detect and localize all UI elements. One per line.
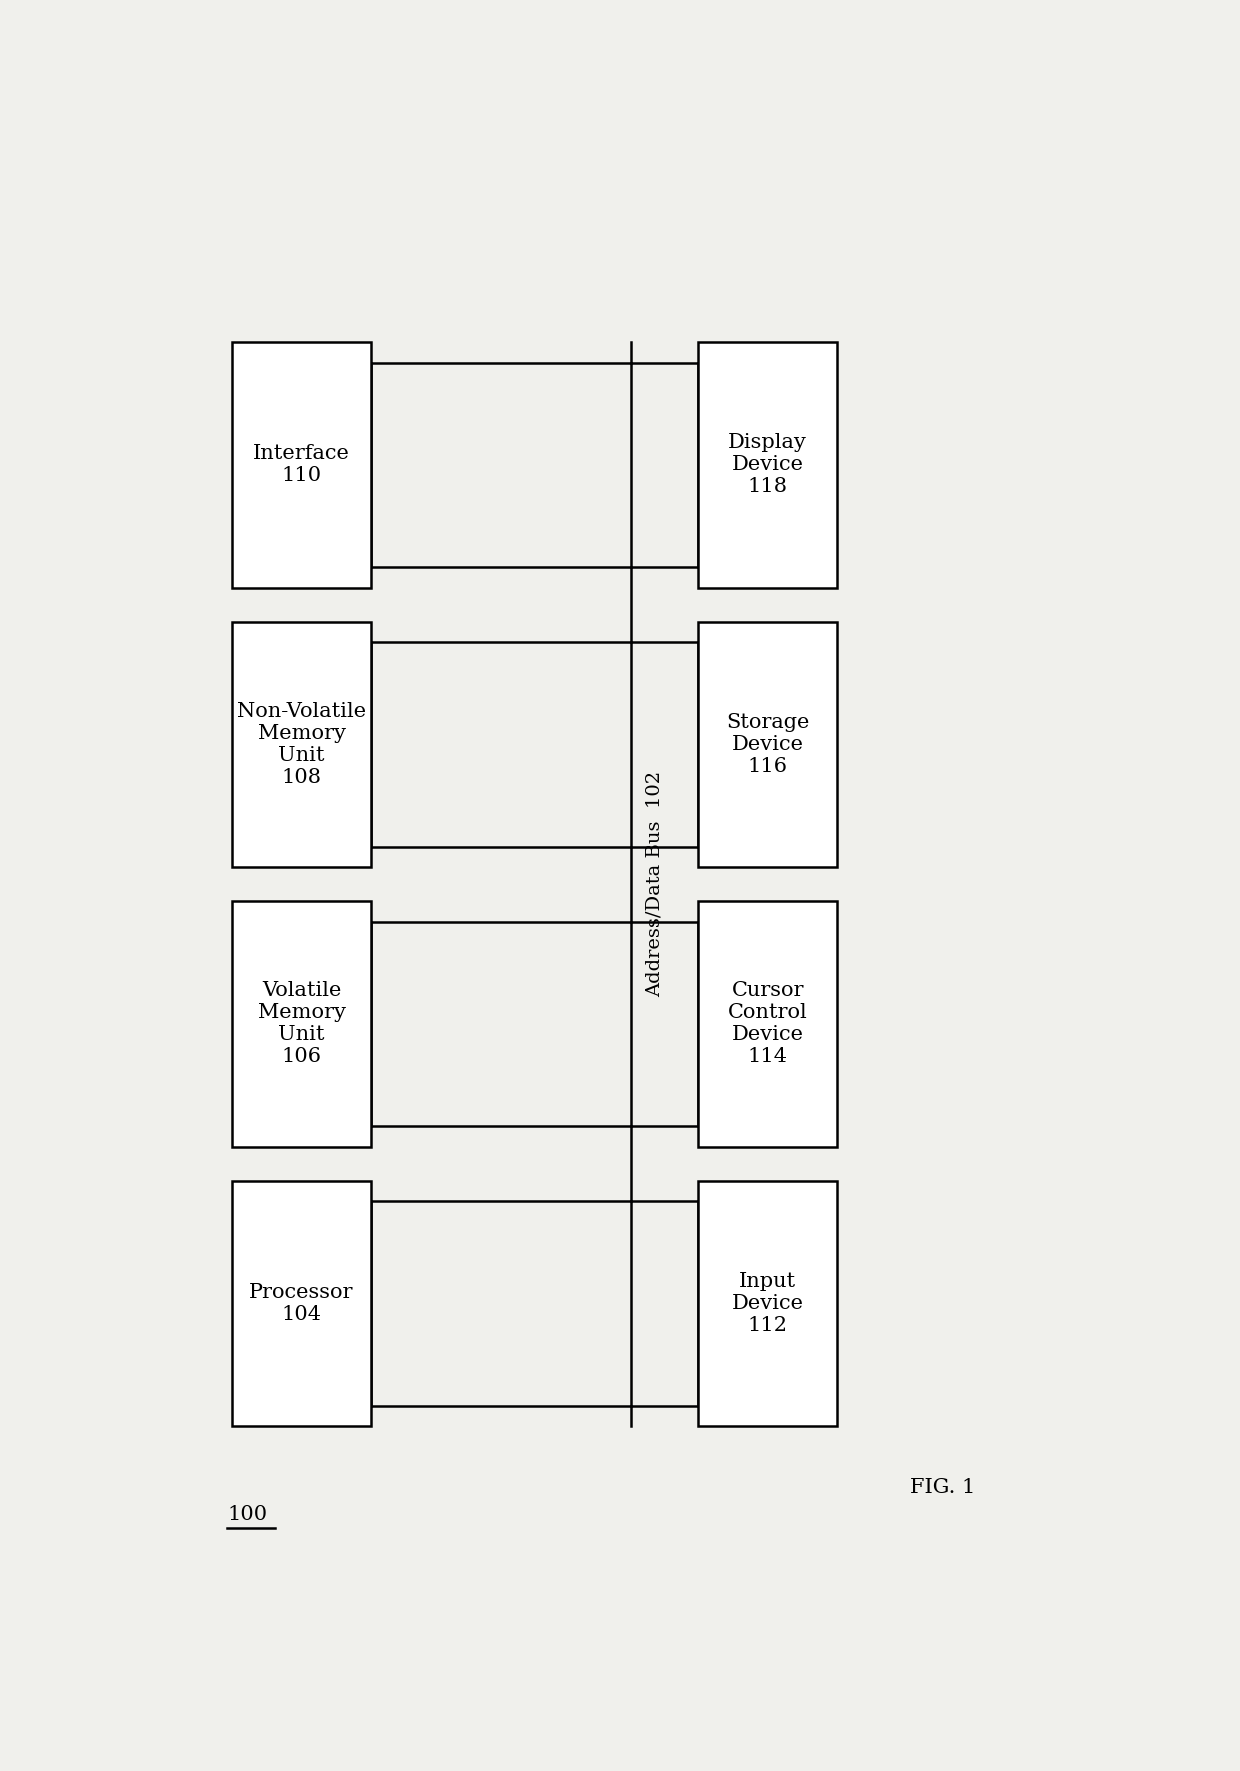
FancyBboxPatch shape: [698, 901, 837, 1146]
Text: 100: 100: [227, 1505, 267, 1525]
FancyBboxPatch shape: [232, 622, 371, 868]
FancyBboxPatch shape: [698, 1181, 837, 1426]
Text: Display
Device
118: Display Device 118: [728, 434, 807, 496]
Text: Non-Volatile
Memory
Unit
108: Non-Volatile Memory Unit 108: [237, 701, 366, 786]
Text: Input
Device
112: Input Device 112: [732, 1272, 804, 1335]
Text: FIG. 1: FIG. 1: [910, 1479, 976, 1496]
FancyBboxPatch shape: [232, 342, 371, 588]
Text: Address/Data Bus  102: Address/Data Bus 102: [645, 770, 663, 997]
Text: Interface
110: Interface 110: [253, 445, 350, 485]
Text: Processor
104: Processor 104: [249, 1282, 353, 1325]
Text: Volatile
Memory
Unit
106: Volatile Memory Unit 106: [258, 981, 346, 1066]
Text: Cursor
Control
Device
114: Cursor Control Device 114: [728, 981, 807, 1066]
FancyBboxPatch shape: [232, 901, 371, 1146]
Text: Storage
Device
116: Storage Device 116: [725, 714, 810, 776]
FancyBboxPatch shape: [698, 342, 837, 588]
FancyBboxPatch shape: [698, 622, 837, 868]
FancyBboxPatch shape: [232, 1181, 371, 1426]
